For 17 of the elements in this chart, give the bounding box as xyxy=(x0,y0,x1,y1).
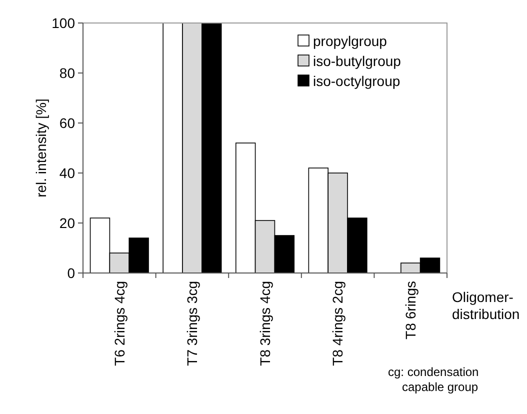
y-tick-label: 100 xyxy=(52,14,76,31)
x-tick-label: T8 3rings 4cg xyxy=(256,281,273,366)
y-tick-label: 20 xyxy=(59,214,76,231)
x-tick-label: T8 6rings xyxy=(402,281,418,340)
y-tick-label: 60 xyxy=(59,114,76,131)
x-axis-title: Oligomer-distribution xyxy=(452,289,520,322)
x-tick-label: T8 4rings 2cg xyxy=(330,281,346,366)
y-axis-title: rel. intensity [%] xyxy=(33,98,49,198)
legend-label: iso-octylgroup xyxy=(313,72,400,89)
legend-label: propylgroup xyxy=(313,32,388,49)
text: cg: condensation capable group xyxy=(388,365,479,394)
y-tick-label: 0 xyxy=(67,264,76,281)
y-tick-label: 40 xyxy=(59,164,76,181)
y-tick-label: 80 xyxy=(59,64,76,81)
legend-label: iso-butylgroup xyxy=(313,52,402,69)
x-tick-label: T7 3rings 3cg xyxy=(184,281,200,366)
x-tick-label: T6 2rings 4cg xyxy=(111,281,128,366)
